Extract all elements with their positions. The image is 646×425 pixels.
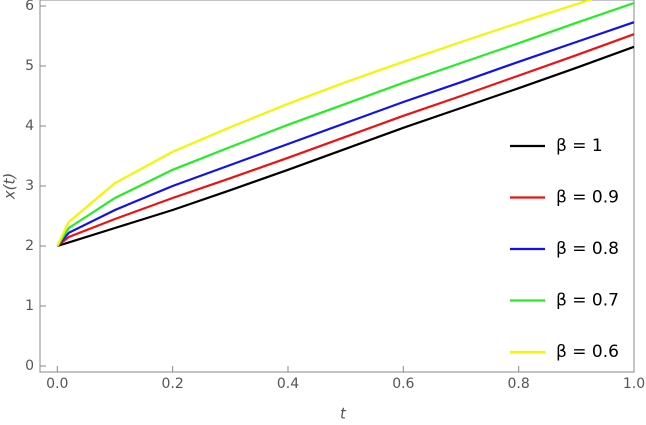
series-line: [56, 0, 593, 247]
y-tick-label: 3: [25, 178, 34, 194]
y-tick-label: 2: [25, 238, 34, 254]
series-line: [56, 21, 634, 247]
series-line: [56, 45, 634, 248]
legend-label: β = 1: [556, 136, 603, 156]
x-tick-label: 0.8: [508, 376, 530, 392]
x-tick-label: 1.0: [623, 376, 645, 392]
legend-label: β = 0.7: [556, 291, 619, 311]
y-tick-label: 0: [25, 358, 34, 374]
legend-label: β = 0.8: [556, 239, 619, 259]
y-tick-label: 1: [25, 298, 34, 314]
y-tick-label: 6: [25, 0, 34, 14]
x-tick-label: 0.4: [277, 376, 299, 392]
series-line: [56, 33, 634, 247]
plot-frame: [39, 0, 635, 373]
series-line: [56, 1, 634, 247]
x-tick-label: 0.6: [392, 376, 414, 392]
y-axis-label: x(t): [1, 173, 19, 200]
x-axis-label: t: [340, 405, 347, 423]
x-tick-label: 0.2: [162, 376, 184, 392]
legend-label: β = 0.9: [556, 188, 619, 208]
x-tick-label: 0.0: [46, 376, 68, 392]
y-tick-label: 4: [25, 118, 34, 134]
y-tick-label: 5: [25, 58, 34, 74]
legend-label: β = 0.6: [556, 342, 619, 362]
plot-area: [56, 0, 634, 248]
